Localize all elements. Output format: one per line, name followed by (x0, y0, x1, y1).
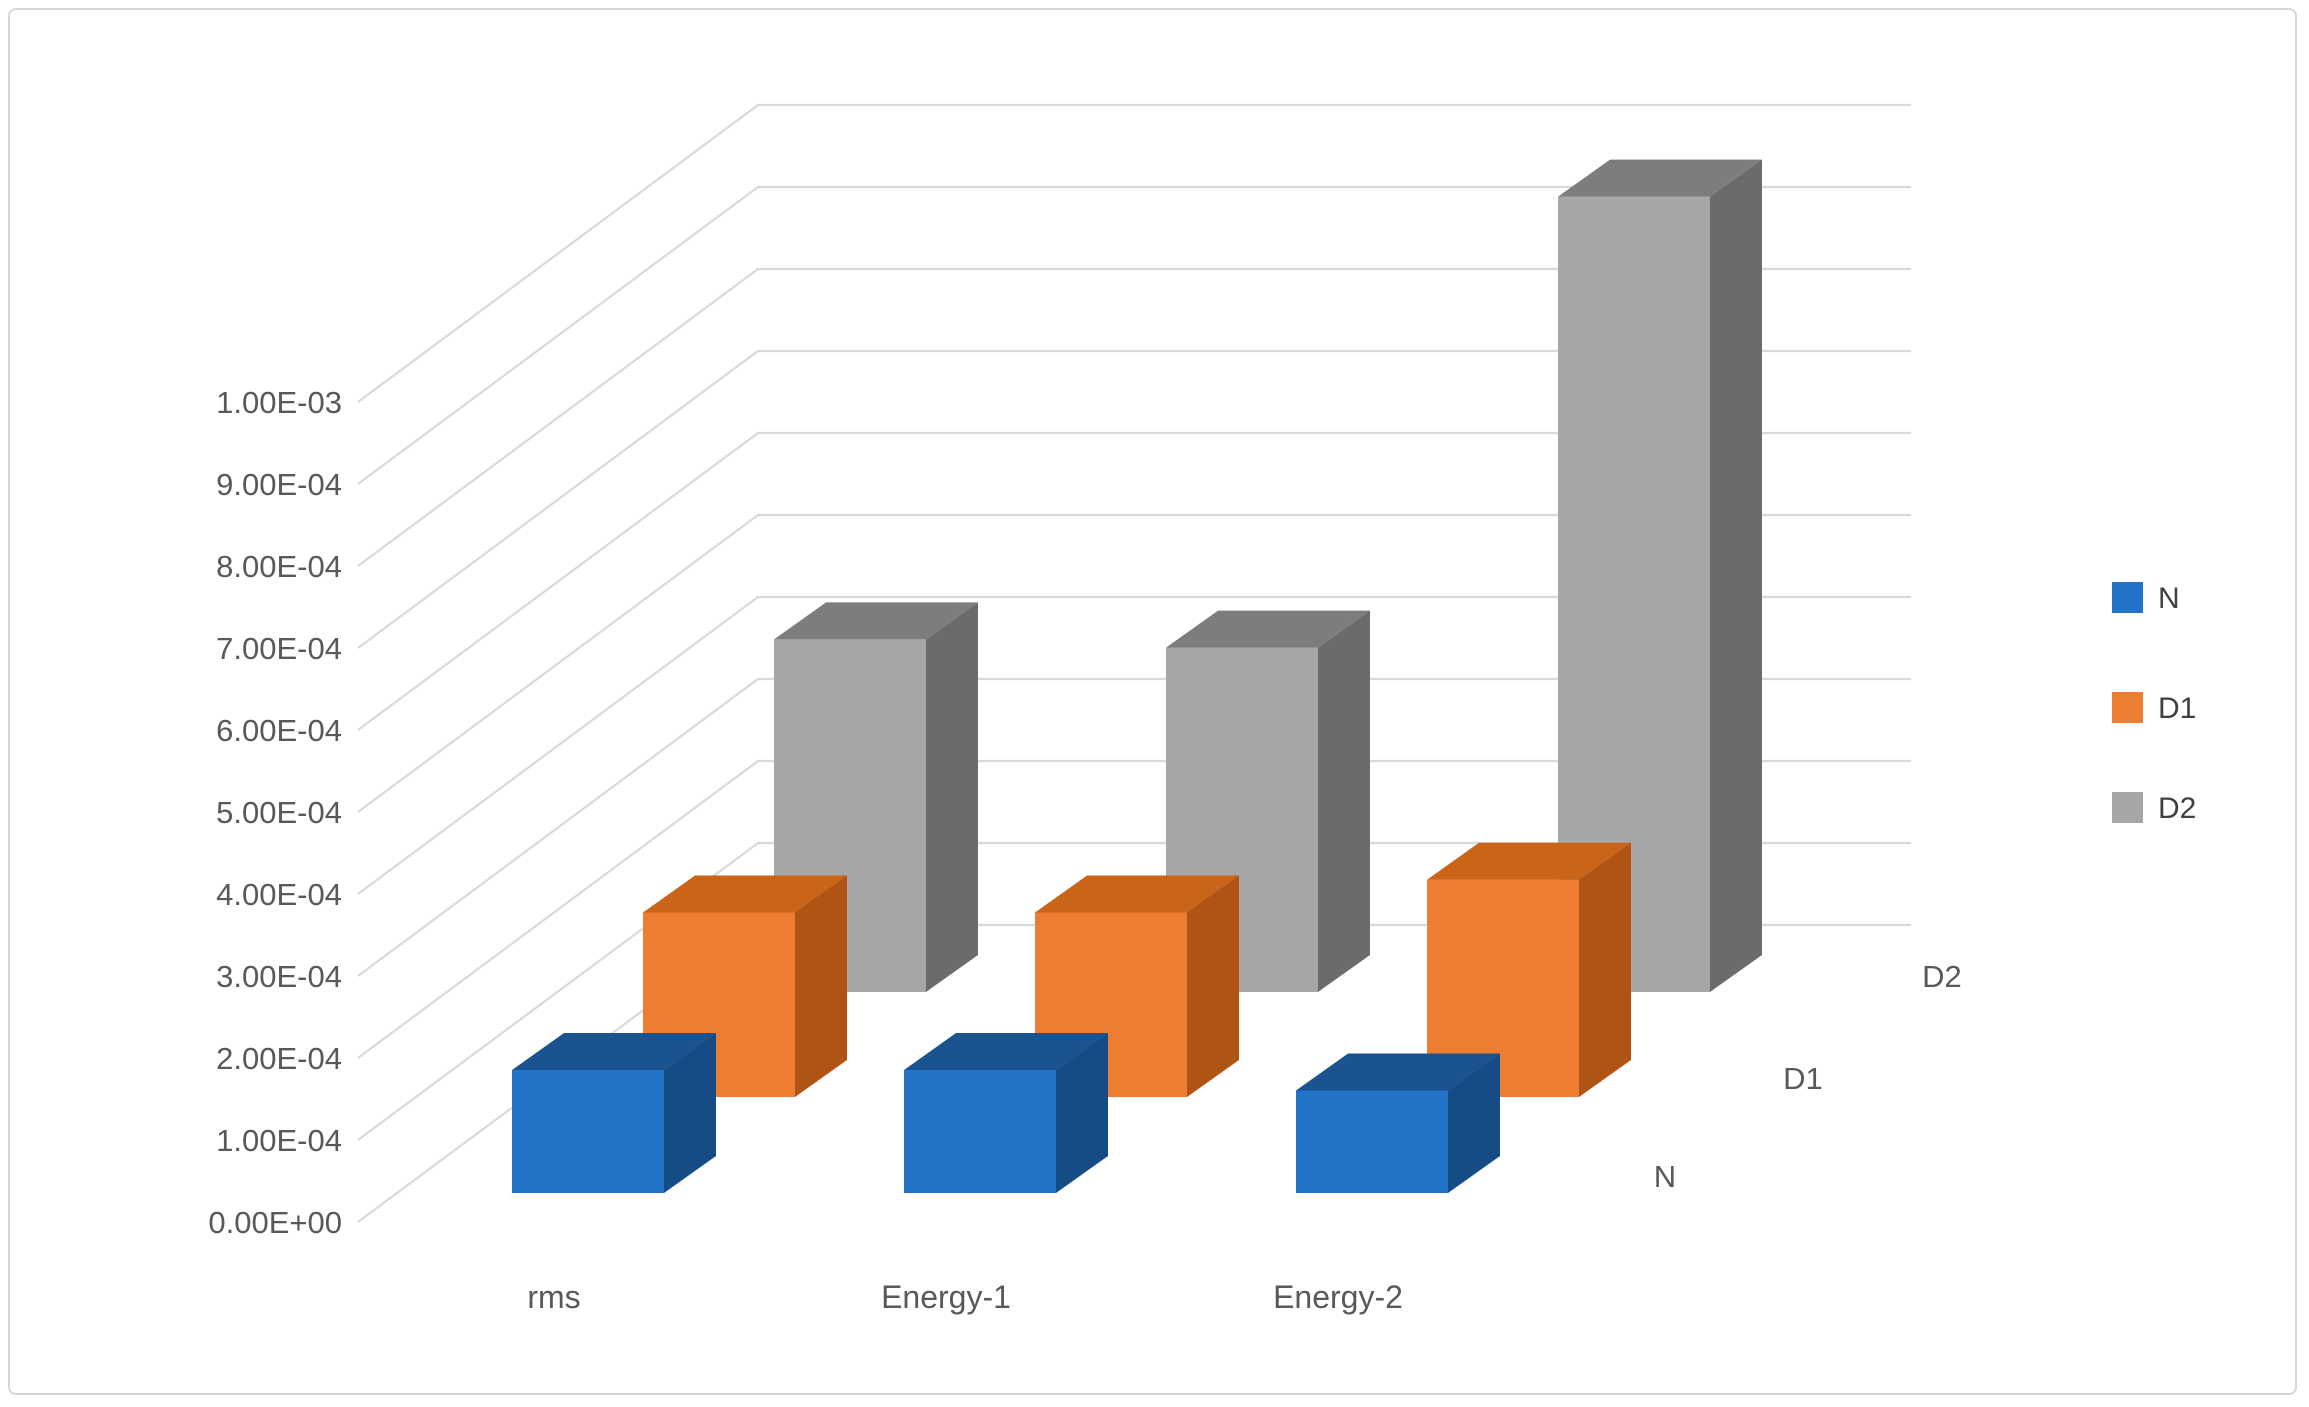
bar-top-D2-Energy-1 (1166, 610, 1370, 648)
bar-side-D2-rms (926, 602, 978, 992)
depth-axis-label: N (1654, 1159, 1676, 1194)
y-tick-label: 3.00E-04 (216, 959, 342, 994)
depth-axis-label: D2 (1922, 959, 1962, 994)
gridline (357, 349, 1911, 649)
y-tick-label: 2.00E-04 (216, 1041, 342, 1076)
y-tick-label: 5.00E-04 (216, 795, 342, 830)
bar-top-D2-rms (774, 602, 978, 640)
gridline (357, 267, 1911, 567)
bar-side-D1-Energy-1 (1187, 875, 1239, 1097)
bar-side-D1-Energy-2 (1579, 842, 1631, 1097)
bar-front-N-Energy-2 (1296, 1090, 1448, 1193)
gridline (357, 677, 1911, 977)
bar-top-N-Energy-2 (1296, 1053, 1500, 1091)
y-tick-label: 8.00E-04 (216, 549, 342, 584)
gridline (357, 595, 1911, 895)
depth-axis-label: D1 (1783, 1061, 1823, 1096)
bar-front-N-rms (512, 1070, 664, 1193)
category-label: Energy-2 (1273, 1279, 1403, 1315)
gridline (357, 185, 1911, 485)
bar-top-N-Energy-1 (904, 1033, 1108, 1070)
y-tick-label: 6.00E-04 (216, 713, 342, 748)
bar-top-D2-Energy-2 (1558, 159, 1762, 197)
category-label: Energy-1 (881, 1279, 1011, 1315)
legend-label-D1: D1 (2158, 692, 2196, 725)
gridline (357, 513, 1911, 813)
y-tick-label: 0.00E+00 (208, 1205, 342, 1240)
legend-swatch-N (2112, 582, 2143, 613)
y-tick-label: 4.00E-04 (216, 877, 342, 912)
bar-side-D2-Energy-1 (1318, 610, 1370, 992)
y-tick-label: 1.00E-03 (216, 385, 342, 420)
legend-swatch-D1 (2112, 692, 2143, 723)
bar-side-N-rms (664, 1033, 716, 1193)
category-label: rms (527, 1279, 580, 1315)
y-tick-label: 7.00E-04 (216, 631, 342, 666)
gridline (357, 759, 1911, 1059)
bar-top-D1-Energy-2 (1427, 842, 1631, 880)
legend-label-N: N (2158, 582, 2180, 615)
y-tick-label: 1.00E-04 (216, 1123, 342, 1158)
bar-side-N-Energy-1 (1056, 1033, 1108, 1193)
legend-swatch-D2 (2112, 792, 2143, 823)
legend-label-D2: D2 (2158, 792, 2196, 825)
bar-top-D1-Energy-1 (1035, 875, 1239, 913)
bar-top-N-rms (512, 1033, 716, 1070)
gridline (357, 431, 1911, 731)
y-tick-label: 9.00E-04 (216, 467, 342, 502)
bar-front-N-Energy-1 (904, 1070, 1056, 1193)
chart-frame-border (8, 8, 2297, 1395)
bar-side-D1-rms (795, 875, 847, 1097)
bar-side-N-Energy-2 (1448, 1053, 1500, 1193)
gridline (357, 103, 1911, 403)
bar-top-D1-rms (643, 875, 847, 913)
bar-side-D2-Energy-2 (1710, 159, 1762, 993)
